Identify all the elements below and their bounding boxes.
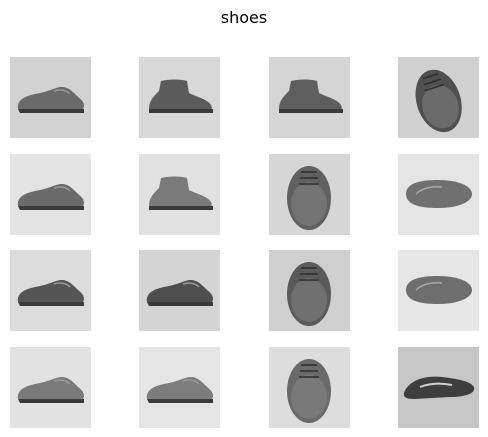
photo-tile [10,347,91,428]
boat-shoe-top-view-icon [406,276,472,304]
woven-loafer-front-view-icon [287,262,331,326]
photo-tile [398,347,479,428]
photo-tile [269,250,350,331]
lace-up-moccasin-front-view-icon [287,359,331,423]
photo-tile [139,250,220,331]
oxford-shoe-side-view-icon [17,184,84,210]
photo-tile [139,57,220,138]
photo-tile [269,347,350,428]
loafer-side-view-icon [17,280,84,306]
boot-front-view-icon [415,69,462,133]
photo-tile [10,154,91,235]
desert-boot-side-view-icon [279,79,343,113]
shoe-side-view-icon [17,87,84,113]
penny-loafer-side-view-icon [146,280,213,306]
photo-tile [269,154,350,235]
ankle-boot-side-view-icon [149,176,213,210]
photo-tile [398,250,479,331]
photo-tile [139,347,220,428]
boat-shoe-side-view-icon [146,377,213,403]
chukka-boot-side-view-icon [149,79,213,113]
figure-title: shoes [220,8,268,27]
photo-tile [398,57,479,138]
photo-tile [10,57,91,138]
moccasin-side-view-icon [17,377,84,403]
photo-tile [398,154,479,235]
derby-shoe-front-view-icon [287,166,331,230]
loafer-top-view-icon [406,180,472,208]
photo-tile [10,250,91,331]
loafer-angled-view-icon [403,376,475,399]
photo-tile [269,57,350,138]
photo-tile [139,154,220,235]
